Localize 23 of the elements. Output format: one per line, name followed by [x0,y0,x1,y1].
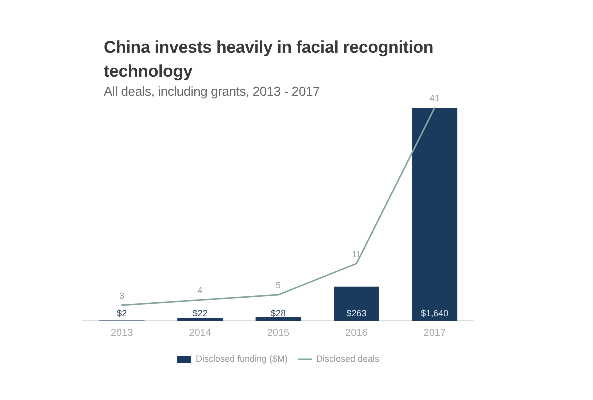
x-tick-label: 2014 [189,328,212,339]
data-label: $28 [270,308,286,318]
chart-title: China invests heavily in facial recognition technology [104,37,435,83]
data-label: 3 [120,290,125,301]
x-tick-label: 2015 [267,328,290,339]
data-label: $22 [192,308,208,318]
x-tick-label: 2016 [346,328,368,339]
data-label: 5 [276,280,282,291]
data-label: $263 [346,308,367,318]
data-label: 11 [352,249,362,260]
data-label: $2 [117,308,128,318]
bar [256,317,302,321]
x-tick-label: 2013 [110,328,134,339]
legend-label: Disclosed deals [316,354,380,364]
bar [412,108,458,321]
data-label: 41 [430,93,440,104]
bar [178,318,223,321]
data-label: 4 [198,286,203,296]
chart-subtitle: All deals, including grants, 2013 - 2017 [104,84,320,99]
legend-label: Disclosed funding ($M) [196,354,288,364]
data-label: $1,640 [421,308,449,318]
x-tick-label: 2017 [424,328,446,339]
bar [334,286,380,321]
